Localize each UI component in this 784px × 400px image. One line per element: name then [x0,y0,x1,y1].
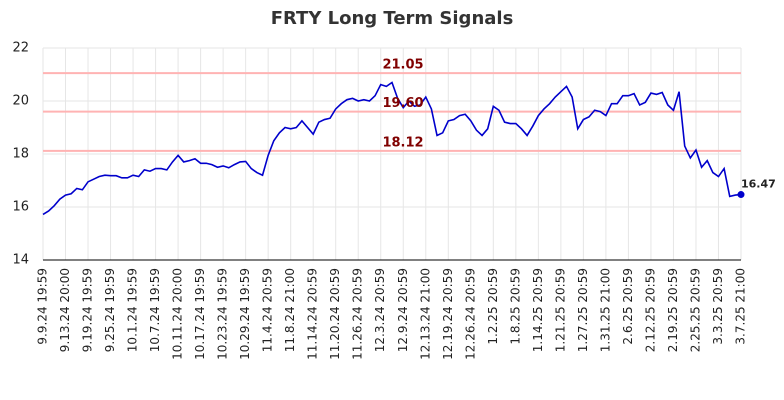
x-tick-label: 10.7.24 19:59 [148,268,162,352]
y-tick-label: 16 [12,200,29,215]
reference-label: 18.12 [382,135,423,150]
x-tick-label: 11.14.24 20:59 [306,268,320,360]
x-tick-label: 2.12.25 20:59 [643,268,657,352]
last-point [737,191,745,199]
x-tick-label: 11.20.24 20:59 [328,268,342,360]
x-tick-label: 2.6.25 20:59 [621,268,635,345]
y-tick-label: 22 [12,41,29,56]
x-tick-label: 11.4.24 20:59 [261,268,275,352]
x-tick-label: 10.17.24 19:59 [193,268,207,360]
x-tick-label: 10.23.24 19:59 [216,268,230,360]
x-tick-label: 3.7.25 21:00 [734,268,748,345]
y-tick-label: 14 [12,253,29,268]
x-tick-label: 12.13.24 21:00 [418,268,432,360]
x-tick-label: 11.8.24 21:00 [283,268,297,352]
chart-title: FRTY Long Term Signals [271,8,514,29]
x-tick-label: 10.29.24 19:59 [238,268,252,360]
y-tick-label: 20 [12,94,29,109]
last-value-label: 16.47 [741,178,776,191]
x-tick-label: 2.19.25 20:59 [666,268,680,352]
reference-label: 21.05 [382,58,423,73]
x-tick-label: 12.19.24 20:59 [441,268,455,360]
x-tick-label: 1.8.25 20:59 [508,268,522,345]
x-tick-label: 3.3.25 20:59 [711,268,725,345]
x-tick-label: 1.31.25 21:00 [598,268,612,352]
reference-label: 19.60 [382,96,423,111]
x-tick-label: 1.2.25 20:59 [486,268,500,345]
x-tick-label: 10.11.24 20:00 [171,268,185,360]
x-tick-label: 10.1.24 19:59 [126,268,140,352]
y-tick-label: 18 [12,147,29,162]
x-tick-label: 9.13.24 20:00 [58,268,72,352]
x-tick-label: 9.9.24 19:59 [36,268,50,345]
x-tick-label: 1.27.25 20:59 [576,268,590,352]
x-tick-label: 2.25.25 20:59 [688,268,702,352]
x-tick-label: 11.26.24 20:59 [351,268,365,360]
x-tick-label: 1.21.25 20:59 [553,268,567,352]
x-tick-label: 12.26.24 20:59 [463,268,477,360]
x-tick-label: 12.9.24 20:59 [396,268,410,352]
x-tick-label: 9.19.24 19:59 [81,268,95,352]
x-tick-label: 1.14.25 20:59 [531,268,545,352]
x-tick-label: 9.25.24 19:59 [103,268,117,352]
price-line [42,81,742,216]
x-tick-label: 12.3.24 20:59 [373,268,387,352]
